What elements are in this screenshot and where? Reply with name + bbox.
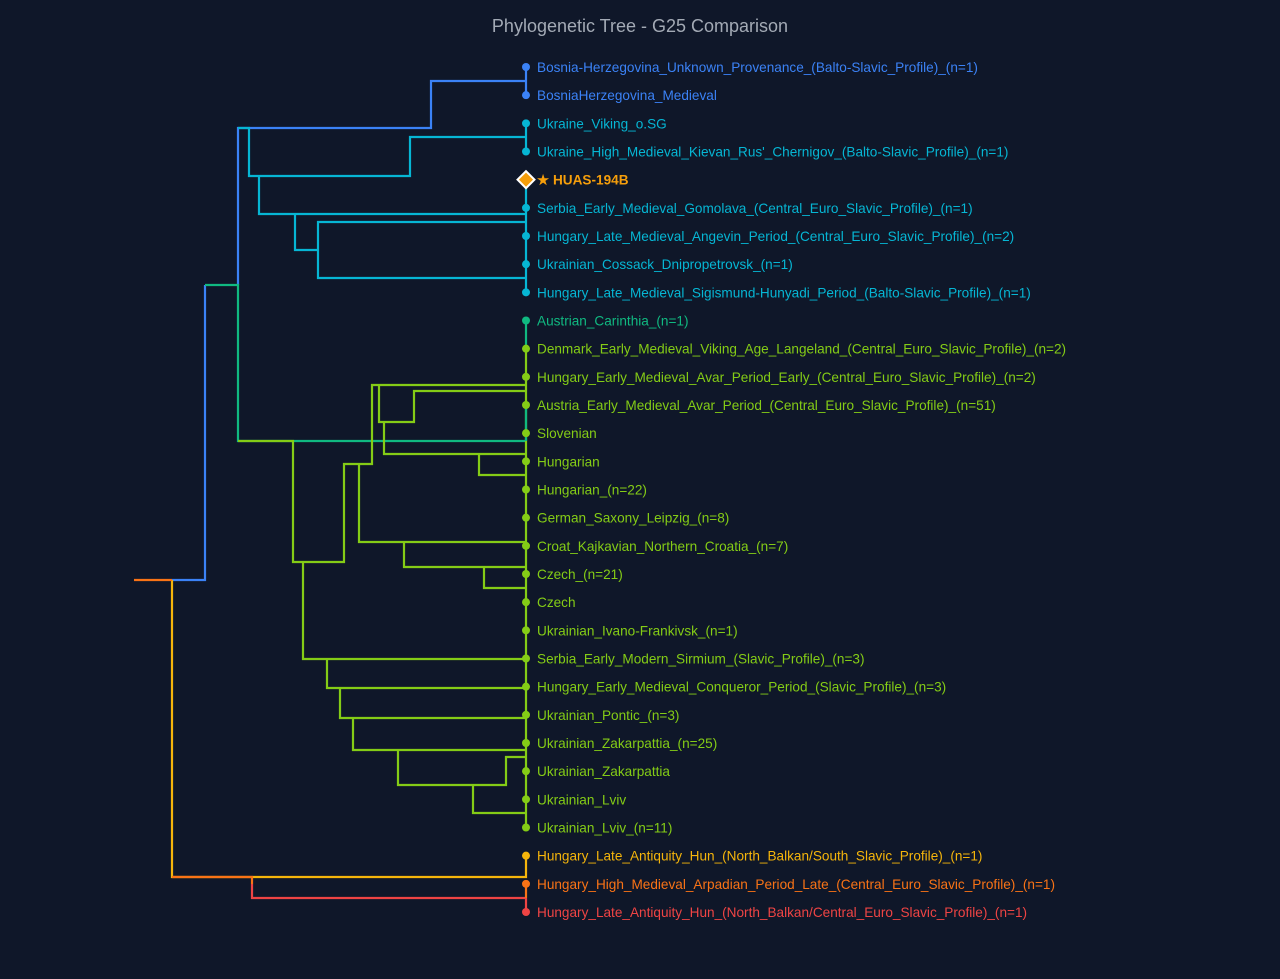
leaf-node-marker — [522, 232, 530, 240]
leaf-label: Hungary_Early_Medieval_Conqueror_Period_… — [537, 680, 946, 695]
branch-link — [205, 283, 526, 443]
leaf-label: Hungarian — [537, 454, 600, 469]
leaf-label: Ukraine_High_Medieval_Kievan_Rus'_Cherni… — [537, 145, 1008, 160]
branch-link — [301, 562, 526, 661]
branch-link — [293, 214, 318, 252]
leaf-node-marker — [522, 908, 530, 916]
leaf-node-marker — [522, 541, 530, 550]
leaf-node-marker — [522, 823, 530, 832]
branch-link — [170, 580, 528, 879]
leaf-label: Ukrainian_Cossack_Dnipropetrovsk_(n=1) — [537, 257, 793, 272]
leaf-node-marker — [522, 739, 530, 747]
highlight-leaf-label: ★ HUAS-194B — [537, 173, 629, 188]
leaf-label: Ukrainian_Lviv_(n=11) — [537, 821, 672, 836]
leaf-node-marker — [522, 485, 530, 494]
leaf-label: Hungary_Late_Medieval_Angevin_Period_(Ce… — [537, 229, 1014, 244]
branch-link — [316, 220, 526, 280]
leaf-label: Ukrainian_Zakarpattia — [537, 764, 670, 779]
leaf-node-marker — [522, 316, 530, 325]
leaf-node-marker — [522, 260, 530, 269]
leaf-label: Czech_(n=21) — [537, 567, 623, 582]
leaf-label: German_Saxony_Leipzig_(n=8) — [537, 511, 729, 526]
leaf-label: Bosnia-Herzegovina_Unknown_Provenance_(B… — [537, 60, 978, 75]
leaf-node-marker — [522, 344, 530, 353]
leaf-label: Denmark_Early_Medieval_Viking_Age_Langel… — [537, 342, 1066, 357]
branch-link — [325, 659, 526, 690]
leaf-node-marker — [522, 654, 530, 663]
branch-link — [238, 126, 526, 178]
leaf-label: Hungary_Late_Antiquity_Hun_(North_Balkan… — [537, 905, 1027, 920]
leaf-node-marker — [522, 429, 530, 438]
branch-link — [357, 464, 526, 544]
leaf-node-marker — [522, 513, 530, 522]
leaf-node-marker — [522, 626, 530, 635]
leaf-node-marker — [522, 288, 530, 297]
leaf-label: BosniaHerzegovina_Medieval — [537, 88, 717, 103]
leaf-node-marker — [522, 401, 530, 409]
leaf-label: Hungary_Late_Antiquity_Hun_(North_Balkan… — [537, 849, 982, 864]
leaf-label: Serbia_Early_Medieval_Gomolava_(Central_… — [537, 201, 973, 216]
leaf-label: Ukrainian_Zakarpattia_(n=25) — [537, 736, 717, 751]
branch-link — [396, 750, 526, 787]
branch-link — [236, 79, 526, 285]
leaf-node-marker — [522, 372, 530, 381]
leaf-label: Hungary_Late_Medieval_Sigismund-Hunyadi_… — [537, 285, 1031, 300]
branch-link — [257, 176, 526, 216]
leaf-label: Serbia_Early_Modern_Sirmium_(Slavic_Prof… — [537, 652, 865, 667]
branch-link — [402, 542, 526, 569]
leaf-node-marker — [522, 710, 530, 719]
leaf-node-marker — [522, 682, 530, 691]
leaf-label: Ukrainian_Lviv — [537, 792, 626, 807]
leaf-label: Hungarian_(n=22) — [537, 483, 647, 498]
leaf-node-marker — [522, 851, 530, 860]
branch-link — [477, 454, 526, 477]
leaf-node-marker — [522, 91, 530, 100]
highlight-diamond-marker — [516, 169, 536, 190]
leaf-node-marker — [522, 598, 530, 607]
leaf-label: Ukrainian_Pontic_(n=3) — [537, 708, 679, 723]
branch-link — [238, 383, 526, 564]
branch-link — [351, 718, 526, 752]
leaf-label: Slovenian — [537, 426, 597, 441]
leaf-node-marker — [522, 879, 530, 888]
leaf-label: Hungary_Early_Medieval_Avar_Period_Early… — [537, 370, 1036, 385]
branch-link — [382, 422, 526, 456]
leaf-node-marker — [522, 63, 530, 71]
leaf-node-marker — [522, 119, 530, 128]
branch-link — [471, 785, 526, 815]
leaf-label: Austria_Early_Medieval_Avar_Period_(Cent… — [537, 398, 996, 413]
leaf-label: Czech — [537, 595, 576, 610]
leaf-node-marker — [522, 203, 530, 212]
leaf-node-marker — [522, 767, 530, 776]
branch-link — [482, 567, 526, 590]
leaf-node-marker — [522, 457, 530, 466]
chart-title: Phylogenetic Tree - G25 Comparison — [491, 16, 789, 36]
leaf-label: Austrian_Carinthia_(n=1) — [537, 314, 689, 329]
branch-link — [338, 688, 526, 720]
branch-link — [172, 285, 207, 582]
leaf-label: Croat_Kajkavian_Northern_Croatia_(n=7) — [537, 539, 788, 554]
branch-link — [172, 875, 254, 884]
branch-link — [377, 385, 526, 424]
leaf-label: Ukrainian_Ivano-Frankivsk_(n=1) — [537, 623, 738, 638]
leaf-node-marker — [522, 795, 530, 804]
branch-link — [250, 884, 526, 900]
leaf-label: Ukraine_Viking_o.SG — [537, 116, 667, 131]
leaf-label: Hungary_High_Medieval_Arpadian_Period_La… — [537, 877, 1055, 892]
leaf-node-marker — [522, 147, 530, 156]
leaf-node-marker — [522, 570, 530, 578]
